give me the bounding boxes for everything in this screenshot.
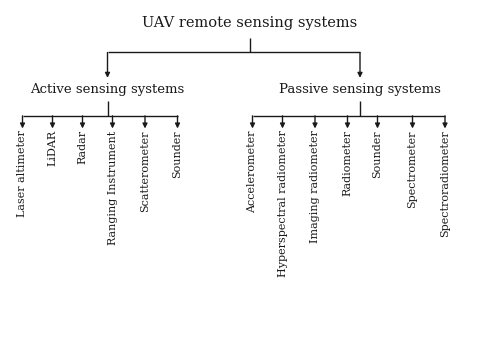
Text: Scatterometer: Scatterometer (140, 130, 150, 212)
Text: UAV remote sensing systems: UAV remote sensing systems (142, 16, 358, 30)
Text: Active sensing systems: Active sensing systems (30, 83, 184, 96)
Text: Accelerometer: Accelerometer (248, 130, 258, 213)
Text: Laser altimeter: Laser altimeter (18, 130, 28, 217)
Text: Passive sensing systems: Passive sensing systems (279, 83, 441, 96)
Text: Radar: Radar (78, 130, 88, 164)
Text: Hyperspectral radiometer: Hyperspectral radiometer (278, 130, 287, 277)
Text: Spectrometer: Spectrometer (408, 130, 418, 208)
Text: Imaging radiometer: Imaging radiometer (310, 130, 320, 243)
Text: Spectroradiometer: Spectroradiometer (440, 130, 450, 237)
Text: LiDAR: LiDAR (48, 130, 58, 167)
Text: Sounder: Sounder (172, 130, 182, 178)
Text: Sounder: Sounder (372, 130, 382, 178)
Text: Radiometer: Radiometer (342, 130, 352, 196)
Text: Ranging Instrument: Ranging Instrument (108, 130, 118, 245)
